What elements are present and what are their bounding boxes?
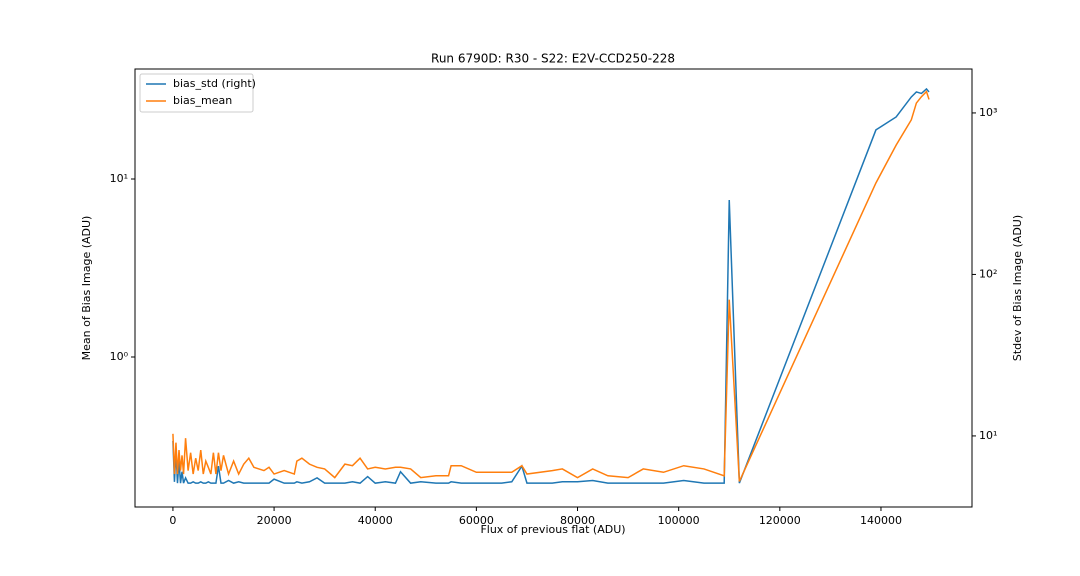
legend-box: [139, 73, 254, 113]
series-line: [172, 90, 930, 482]
y2-tick-label: 10³: [979, 106, 997, 119]
plot-frame: [134, 68, 973, 508]
legend-label: bias_std (right): [173, 77, 256, 90]
legend-label: bias_mean: [173, 94, 232, 107]
y2-tick-label: 10²: [979, 267, 997, 280]
x-tick-label: 60000: [459, 514, 494, 527]
x-tick-label: 40000: [358, 514, 393, 527]
x-axis-label: Flux of previous flat (ADU): [480, 523, 625, 536]
y2-axis-label: Stdev of Bias Image (ADU): [1011, 215, 1024, 361]
x-tick-label: 140000: [860, 514, 902, 527]
chart-title: Run 6790D: R30 - S22: E2V-CCD250-228: [431, 52, 675, 66]
x-tick-label: 80000: [560, 514, 595, 527]
series-line: [172, 87, 930, 484]
y-tick-label: 10⁰: [110, 350, 129, 363]
y2-tick-label: 10¹: [979, 429, 997, 442]
x-tick-label: 20000: [257, 514, 292, 527]
x-tick-label: 0: [169, 514, 176, 527]
x-tick-label: 100000: [658, 514, 700, 527]
y-tick-label: 10¹: [110, 172, 128, 185]
x-tick-label: 120000: [759, 514, 801, 527]
y-axis-label: Mean of Bias Image (ADU): [80, 216, 93, 361]
